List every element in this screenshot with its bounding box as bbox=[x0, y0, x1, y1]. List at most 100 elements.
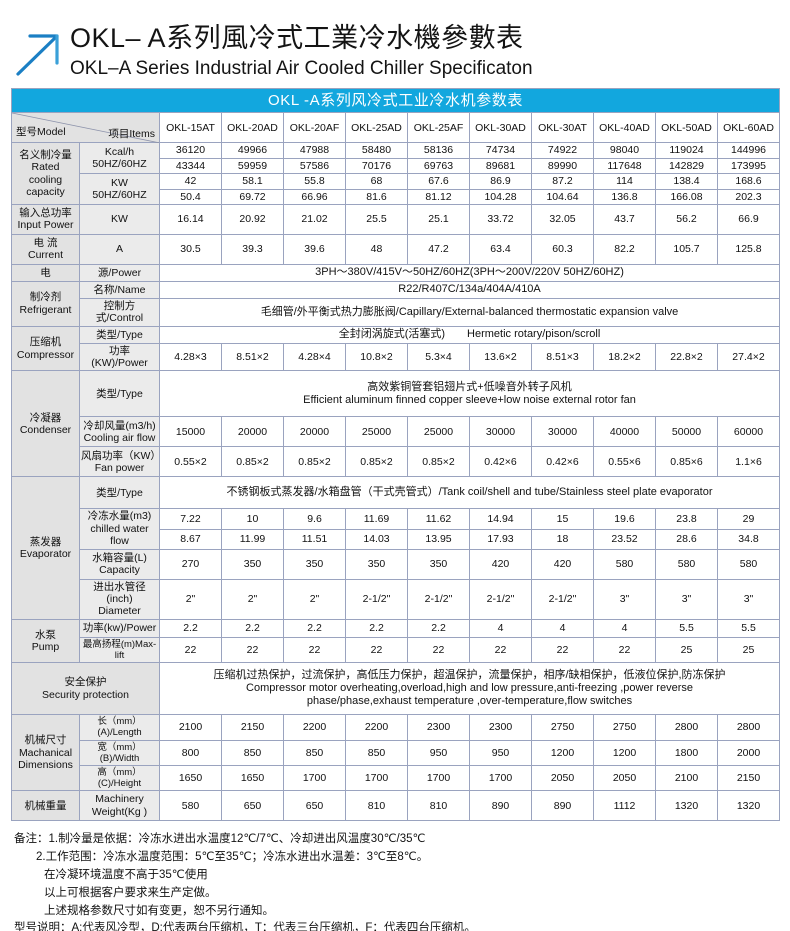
value-condenser-type: 高效紫铜管套铝翅片式+低噪音外转子风机 Efficient aluminum f… bbox=[158, 370, 781, 418]
cell-weight-4: 810 bbox=[407, 790, 470, 822]
cell-airflow-7: 40000 bbox=[593, 416, 656, 448]
cell-kw60-3: 81.6 bbox=[345, 188, 408, 205]
row-refrigerant-name: 制冷剂 Refrigerant 名称/Name R22/R407C/134a/4… bbox=[11, 280, 781, 327]
cell-kcal50-1: 49966 bbox=[221, 142, 284, 159]
cell-pump-power-9: 5.5 bbox=[716, 618, 781, 638]
item-machinery-weight: Machinery Weight(Kg ) bbox=[79, 790, 160, 822]
cell-kcal60-8: 142829 bbox=[655, 157, 718, 175]
cell-kcal60-0: 43344 bbox=[159, 157, 222, 175]
cell-airflow-1: 20000 bbox=[221, 416, 284, 448]
cell-current-0: 30.5 bbox=[159, 233, 222, 265]
cell-current-2: 39.6 bbox=[283, 233, 346, 265]
cell-water50-1: 10 bbox=[221, 508, 284, 530]
cell-comp-power-1: 8.51×2 bbox=[221, 342, 284, 372]
model-items-corner: 型号Model 项目Items bbox=[11, 112, 160, 144]
row-pipe-diameter: 进出水管径(inch) Diameter 2" 2" 2" 2-1/2" 2-1… bbox=[12, 578, 781, 620]
cell-pump-power-4: 2.2 bbox=[407, 618, 470, 638]
cell-comp-power-9: 27.4×2 bbox=[716, 342, 781, 372]
cell-diameter-9: 3" bbox=[716, 578, 781, 620]
cell-weight-5: 890 bbox=[469, 790, 532, 822]
cell-length-2: 2200 bbox=[283, 714, 346, 741]
cell-diameter-1: 2" bbox=[221, 578, 284, 620]
cell-capacity-9: 580 bbox=[716, 548, 781, 580]
cell-water60-9: 34.8 bbox=[716, 528, 781, 550]
row-kcal-50hz: 名义制冷量 Rated cooling capacity Kcal/h 50HZ… bbox=[11, 142, 781, 205]
value-compressor-type: 全封闭涡旋式(活塞式) Hermetic rotary/pison/scroll bbox=[158, 325, 781, 344]
model-col-1: OKL-20AD bbox=[221, 112, 284, 144]
row-pump-power: 水泵 Pump 功率(kw)/Power 2.2 2.2 2.2 2.2 2.2… bbox=[11, 618, 781, 664]
cell-water50-0: 7.22 bbox=[159, 508, 222, 530]
cell-current-3: 48 bbox=[345, 233, 408, 265]
model-col-4: OKL-25AF bbox=[407, 112, 470, 144]
cell-kcal50-2: 47988 bbox=[283, 142, 346, 159]
cell-diameter-7: 3" bbox=[593, 578, 656, 620]
item-dim-height: 高（mm）(C)/Height bbox=[79, 764, 160, 792]
cell-airflow-2: 20000 bbox=[283, 416, 346, 448]
cell-kcal60-4: 69763 bbox=[407, 157, 470, 175]
cell-kw50-0: 42 bbox=[159, 173, 222, 190]
cell-current-8: 105.7 bbox=[655, 233, 718, 265]
model-col-2: OKL-20AF bbox=[283, 112, 346, 144]
cell-height-4: 1700 bbox=[407, 764, 470, 792]
cell-kcal50-0: 36120 bbox=[159, 142, 222, 159]
note-line-3: 在冷凝环境温度不高于35℃使用 bbox=[44, 868, 208, 881]
cell-diameter-4: 2-1/2" bbox=[407, 578, 470, 620]
item-pump-lift: 最高扬程(m)Max-lift bbox=[79, 636, 160, 664]
cell-weight-9: 1320 bbox=[716, 790, 781, 822]
notes-block: 备注：1.制冷量是依据：冷冻水进出水温度12℃/7℃、冷却进出风温度30℃/35… bbox=[0, 821, 790, 931]
item-pump-power: 功率(kw)/Power bbox=[79, 618, 160, 638]
cell-comp-power-4: 5.3×4 bbox=[407, 342, 470, 372]
cell-pump-power-1: 2.2 bbox=[221, 618, 284, 638]
cell-kw60-0: 50.4 bbox=[159, 188, 222, 205]
item-power-supply: 源/Power bbox=[79, 263, 160, 282]
cell-capacity-2: 350 bbox=[283, 548, 346, 580]
cell-width-0: 800 bbox=[159, 739, 222, 766]
cell-water60-6: 18 bbox=[531, 528, 594, 550]
cell-weight-3: 810 bbox=[345, 790, 408, 822]
cell-fanpower-0: 0.55×2 bbox=[159, 446, 222, 478]
cell-capacity-7: 580 bbox=[593, 548, 656, 580]
row-evaporator-type: 蒸发器 Evaporator 类型/Type 不锈钢板式蒸发器/水箱盘管（干式壳… bbox=[11, 476, 781, 620]
item-tank-capacity: 水箱容量(L) Capacity bbox=[79, 548, 160, 580]
cell-fanpower-1: 0.85×2 bbox=[221, 446, 284, 478]
cell-airflow-8: 50000 bbox=[655, 416, 718, 448]
cell-pump-power-5: 4 bbox=[469, 618, 532, 638]
row-dim-length: 机械尺寸 Machanical Dimensions 长（mm）(A)/Leng… bbox=[11, 714, 781, 792]
cell-height-8: 2100 bbox=[655, 764, 718, 792]
cell-length-6: 2750 bbox=[531, 714, 594, 741]
cell-length-9: 2800 bbox=[716, 714, 781, 741]
cell-fanpower-9: 1.1×6 bbox=[716, 446, 781, 478]
cell-water50-7: 19.6 bbox=[593, 508, 656, 530]
row-compressor-power: 功率(KW)/Power 4.28×3 8.51×2 4.28×4 10.8×2… bbox=[12, 342, 781, 372]
row-current: 电 流 Current A 30.5 39.3 39.6 48 47.2 63.… bbox=[11, 233, 781, 265]
cell-inpower-1: 20.92 bbox=[221, 203, 284, 235]
cell-comp-power-2: 4.28×4 bbox=[283, 342, 346, 372]
corner-label-model: 型号Model bbox=[16, 126, 66, 139]
cell-fanpower-3: 0.85×2 bbox=[345, 446, 408, 478]
item-current: A bbox=[79, 233, 160, 265]
item-pipe-diameter: 进出水管径(inch) Diameter bbox=[79, 578, 160, 620]
cell-pump-lift-7: 22 bbox=[593, 636, 656, 664]
value-refrigerant-name: R22/R407C/134a/404A/410A bbox=[158, 280, 781, 299]
row-kw-60hz: 50.4 69.72 66.96 81.6 81.12 104.28 104.6… bbox=[12, 188, 781, 205]
cell-diameter-8: 3" bbox=[655, 578, 718, 620]
cell-kcal60-9: 173995 bbox=[716, 157, 781, 175]
cell-kw60-1: 69.72 bbox=[221, 188, 284, 205]
item-compressor-type: 类型/Type bbox=[79, 325, 160, 344]
cell-water50-5: 14.94 bbox=[469, 508, 532, 530]
cell-height-0: 1650 bbox=[159, 764, 222, 792]
cell-kcal60-1: 59959 bbox=[221, 157, 284, 175]
cell-height-3: 1700 bbox=[345, 764, 408, 792]
cell-capacity-5: 420 bbox=[469, 548, 532, 580]
cell-inpower-7: 43.7 bbox=[593, 203, 656, 235]
cell-comp-power-8: 22.8×2 bbox=[655, 342, 718, 372]
cell-pump-lift-5: 22 bbox=[469, 636, 532, 664]
page-header: OKL– A系列風冷式工業冷水機參數表 OKL–A Series Industr… bbox=[0, 0, 790, 88]
cell-width-9: 2000 bbox=[716, 739, 781, 766]
value-evaporator-type: 不锈钢板式蒸发器/水箱盘管（干式壳管式）/Tank coil/shell and… bbox=[158, 476, 781, 510]
cell-length-1: 2150 bbox=[221, 714, 284, 741]
cell-kw60-8: 166.08 bbox=[655, 188, 718, 205]
label-security-protection: 安全保护 Security protection bbox=[11, 662, 160, 716]
cell-kw50-5: 86.9 bbox=[469, 173, 532, 190]
page-title-cn: OKL– A系列風冷式工業冷水機參數表 bbox=[70, 23, 524, 53]
